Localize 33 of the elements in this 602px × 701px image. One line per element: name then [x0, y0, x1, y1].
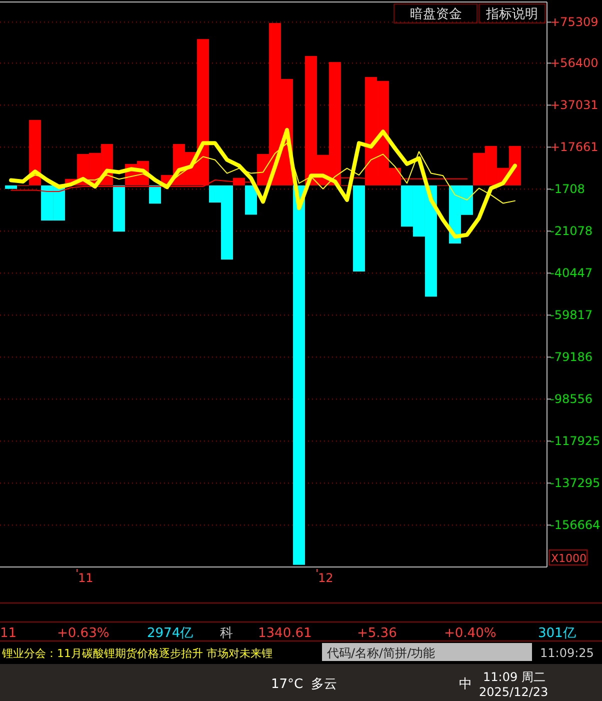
y-tick-label: -156664: [550, 518, 600, 532]
text: 17°C: [271, 677, 304, 692]
annotation: 暗盘资金: [410, 7, 462, 22]
y-tick-label: -59817: [550, 308, 593, 322]
text: +0.63%: [57, 626, 110, 641]
y-tick-label: +37031: [550, 98, 598, 112]
text: 代码/名称/简拼/功能: [326, 646, 436, 660]
y-tick-label: +17661: [550, 140, 598, 154]
y-tick-label: +75309: [550, 15, 598, 30]
y-tick-label: -1708: [550, 182, 585, 196]
text: 锂业分会：11月碳酸锂期货价格逐步抬升 市场对未来锂: [1, 647, 272, 660]
x-tick-label: 12: [318, 571, 334, 585]
text: 2025/12/23: [479, 685, 548, 699]
annotation: 指标说明: [485, 7, 538, 22]
text: 11:09 周二: [483, 670, 546, 684]
y-tick-label: -79186: [550, 350, 593, 364]
y-tick-label: -21078: [550, 224, 593, 238]
text: +0.40%: [444, 626, 496, 641]
text: +5.36: [357, 626, 397, 641]
y-tick-label: -117925: [550, 434, 600, 448]
text: 多云: [311, 677, 337, 692]
text: 1340.61: [258, 626, 312, 641]
y-tick-label: +56400: [550, 56, 598, 70]
text: 301亿: [538, 626, 576, 641]
text: 中: [459, 677, 472, 692]
y-tick-label: -137295: [550, 476, 600, 490]
text: 11: [0, 626, 17, 641]
y-tick-label: -40447: [550, 266, 593, 280]
text: 科: [220, 626, 233, 641]
text: 2974亿: [147, 626, 194, 641]
text: 11:09:25: [540, 646, 594, 660]
y-axis-title: X1000: [551, 552, 587, 565]
y-tick-label: -98556: [550, 392, 593, 406]
